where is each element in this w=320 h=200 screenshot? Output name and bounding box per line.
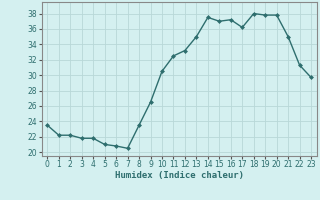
X-axis label: Humidex (Indice chaleur): Humidex (Indice chaleur) bbox=[115, 171, 244, 180]
